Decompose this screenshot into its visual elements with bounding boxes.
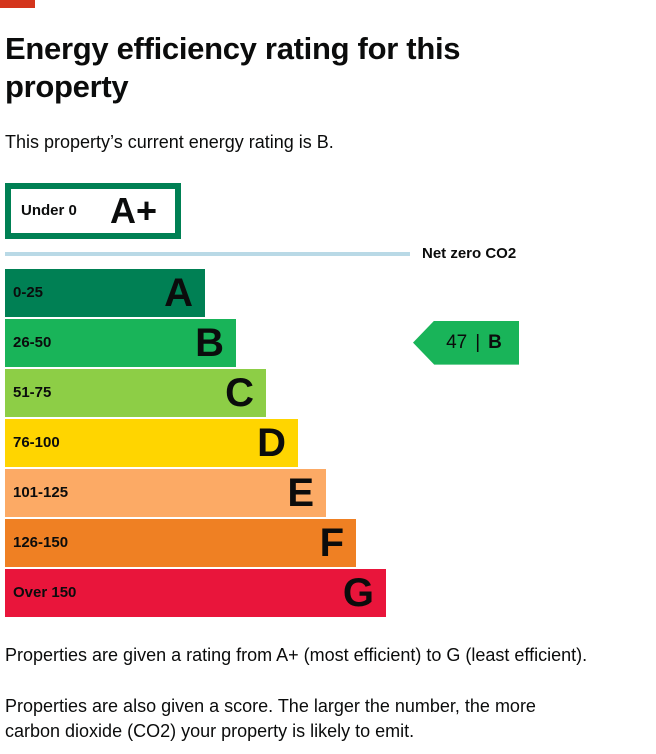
net-zero-label: Net zero CO2 (422, 245, 517, 263)
epc-band-f: 126-150 F (5, 518, 356, 567)
epc-section: Energy efficiency rating for this proper… (0, 30, 656, 754)
current-rating-score: 47 (446, 331, 468, 353)
band-letter: C (225, 370, 254, 415)
net-zero-line (5, 251, 410, 256)
score-explanation: Properties are also given a score. The l… (5, 695, 536, 741)
current-rating-intro: This property’s current energy rating is… (5, 131, 334, 152)
epc-band-d: 76-100 D (5, 418, 298, 467)
epc-band-e: 101-125 E (5, 468, 326, 517)
epc-band-a: 0-25 A (5, 268, 205, 317)
epc-bands: 0-25 A 26-50 B 51-75 C 76-100 D 101-125 E 126-150 F… (5, 268, 636, 617)
band-letter: E (287, 470, 314, 515)
band-letter: G (342, 570, 374, 615)
band-range-label: Over 150 (13, 584, 77, 602)
epc-chart: Under 0 A+ Net zero CO2 0-25 A 26-50 B 51-75… (5, 182, 636, 617)
page-title: Energy efficiency rating for this proper… (5, 31, 461, 104)
current-rating-indicator: 47 | B (413, 320, 519, 365)
band-range-label: Under 0 (21, 202, 77, 220)
epc-band-g: Over 150 G (5, 568, 386, 617)
band-range-label: 101-125 (13, 484, 69, 502)
current-rating-divider: | (475, 331, 481, 353)
band-range-label: 0-25 (13, 284, 44, 302)
band-range-label: 126-150 (13, 534, 69, 552)
net-zero-row: Net zero CO2 (5, 243, 636, 265)
epc-band-b: 26-50 B (5, 318, 236, 367)
band-range-label: 76-100 (13, 434, 60, 452)
epc-band-c: 51-75 C (5, 368, 266, 417)
band-letter: B (195, 320, 224, 365)
current-rating-letter: B (488, 331, 502, 353)
epc-band-a-plus-box: Under 0 A+ (5, 182, 181, 239)
rating-explanation: Properties are given a rating from A+ (m… (5, 644, 588, 665)
top-red-bar (0, 0, 35, 8)
band-letter: A+ (109, 189, 157, 231)
band-letter: F (319, 520, 344, 565)
band-letter: A (164, 270, 193, 315)
band-range-label: 51-75 (13, 384, 52, 402)
band-letter: D (257, 420, 286, 465)
band-range-label: 26-50 (13, 334, 52, 352)
